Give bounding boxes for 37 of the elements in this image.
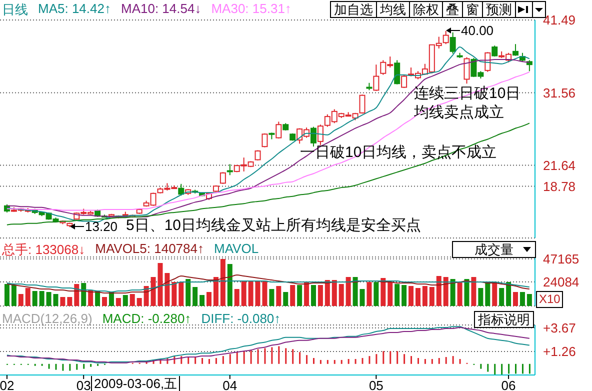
text: X10 bbox=[536, 291, 564, 308]
text: 成交量 bbox=[452, 241, 536, 258]
text: 叠 bbox=[442, 1, 463, 18]
y-tick-label: 47165 bbox=[543, 251, 580, 266]
chart-title: 日线 bbox=[2, 1, 28, 19]
series-label: DIFF: -0.080↑ bbox=[201, 311, 281, 326]
y-tick-label: +3.67 bbox=[543, 320, 576, 336]
y-tick-label: 41.49 bbox=[543, 12, 576, 28]
y-tick-label: 18.78 bbox=[543, 178, 576, 194]
x-tick-label: 04 bbox=[222, 378, 238, 391]
x-tick-label: 05 bbox=[368, 378, 384, 391]
text: MA10: 14.54↓ bbox=[121, 1, 202, 18]
y-tick-label: 31.56 bbox=[543, 85, 576, 100]
y-tick-label: 21.64 bbox=[543, 158, 576, 173]
x-tick-label: 03 bbox=[76, 378, 91, 391]
chart-title: MACD(12,26,9) bbox=[2, 311, 92, 326]
text: 2009-03-06,五 bbox=[91, 376, 180, 391]
annotation: 40.00 bbox=[461, 23, 494, 38]
annotation: 13.20 bbox=[85, 219, 118, 234]
text: 预测 bbox=[482, 1, 516, 18]
x-tick-label: 02 bbox=[0, 378, 14, 391]
series-label: MAVOL bbox=[214, 241, 259, 258]
series-label: MAVOL5: 140784↑ bbox=[95, 241, 204, 258]
text: 加自选 bbox=[330, 1, 377, 18]
y-tick-label: +1.26 bbox=[543, 344, 576, 360]
annotation: 指标说明 bbox=[474, 311, 534, 328]
text: MA30: 15.31↑ bbox=[211, 1, 292, 18]
annotation: 5日、10日均线金叉站上所有均线是安全买点 bbox=[126, 216, 422, 235]
text: MACD: -0.280↑ bbox=[102, 311, 192, 326]
text: MA5: 14.42↑ bbox=[38, 1, 111, 18]
series-label: 总手: 133068↓ bbox=[2, 241, 86, 259]
text: 窗 bbox=[462, 1, 483, 18]
y-tick-label: 24084 bbox=[543, 274, 580, 290]
text: 除权 bbox=[409, 1, 443, 18]
x-tick-label: 06 bbox=[501, 378, 516, 391]
annotation: 连续三日破10日均线卖点成立 bbox=[414, 84, 522, 122]
text: 均线 bbox=[376, 1, 410, 18]
